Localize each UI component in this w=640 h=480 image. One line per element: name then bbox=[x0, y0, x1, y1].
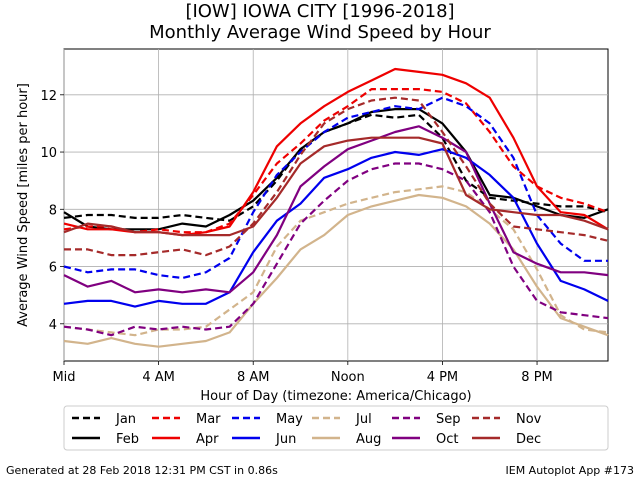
plot-area bbox=[63, 48, 609, 362]
x-tick-label: Mid bbox=[52, 370, 75, 385]
chart-title-line2: Monthly Average Wind Speed by Hour bbox=[149, 22, 491, 43]
series-line-feb bbox=[63, 107, 609, 231]
series-line-jan bbox=[63, 113, 609, 222]
series-line-jul bbox=[63, 185, 609, 337]
series-line-jun bbox=[63, 148, 609, 308]
legend-label-may: May bbox=[276, 412, 303, 427]
legend-label-jan: Jan bbox=[115, 412, 136, 427]
y-tick-label: 4 bbox=[49, 318, 57, 333]
legend-label-aug: Aug bbox=[356, 432, 381, 447]
x-tick-label: 8 PM bbox=[521, 370, 552, 385]
grid bbox=[63, 49, 608, 361]
legend-label-jul: Jul bbox=[355, 412, 372, 427]
legend-label-apr: Apr bbox=[196, 432, 219, 447]
legend-label-mar: Mar bbox=[196, 412, 221, 427]
footer-app-text: IEM Autoplot App #173 bbox=[505, 464, 635, 477]
y-tick-label: 10 bbox=[40, 146, 57, 161]
x-axis-label: Hour of Day (timezone: America/Chicago) bbox=[200, 389, 471, 404]
y-tick-label: 12 bbox=[40, 89, 57, 104]
series-line-nov bbox=[64, 96, 609, 257]
y-tick-label: 6 bbox=[49, 261, 57, 276]
legend-label-feb: Feb bbox=[116, 432, 139, 447]
axes: Mid 4 AM 8 AM Noon 4 PM 8 PM 4 6 8 10 12 bbox=[40, 89, 552, 385]
footer-generated-text: Generated at 28 Feb 2018 12:31 PM CST in… bbox=[6, 464, 278, 477]
x-tick-label: Noon bbox=[331, 370, 365, 385]
x-tick-label: 4 AM bbox=[142, 370, 175, 385]
legend-label-dec: Dec bbox=[516, 432, 541, 447]
chart-title-line1: [IOW] IOWA CITY [1996-2018] bbox=[185, 1, 455, 22]
x-tick-label: 4 PM bbox=[427, 370, 458, 385]
legend-label-nov: Nov bbox=[516, 412, 542, 427]
legend-label-sep: Sep bbox=[436, 412, 461, 427]
series-line-dec bbox=[63, 136, 609, 237]
x-tick-label: 8 AM bbox=[237, 370, 270, 385]
legend-label-jun: Jun bbox=[275, 432, 296, 447]
legend: Jan Feb Mar Apr May Jun Jul Aug Sep Oct Nov Dec bbox=[63, 405, 609, 451]
series-lines bbox=[63, 67, 609, 348]
y-axis-label: Average Wind Speed [miles per hour] bbox=[16, 83, 31, 327]
series-line-mar bbox=[63, 87, 609, 234]
series-line-aug bbox=[63, 193, 609, 348]
series-line-may bbox=[63, 96, 608, 280]
y-tick-label: 8 bbox=[49, 203, 57, 218]
series-line-oct bbox=[63, 125, 609, 294]
legend-label-oct: Oct bbox=[436, 432, 458, 447]
series-line-sep bbox=[63, 162, 609, 337]
